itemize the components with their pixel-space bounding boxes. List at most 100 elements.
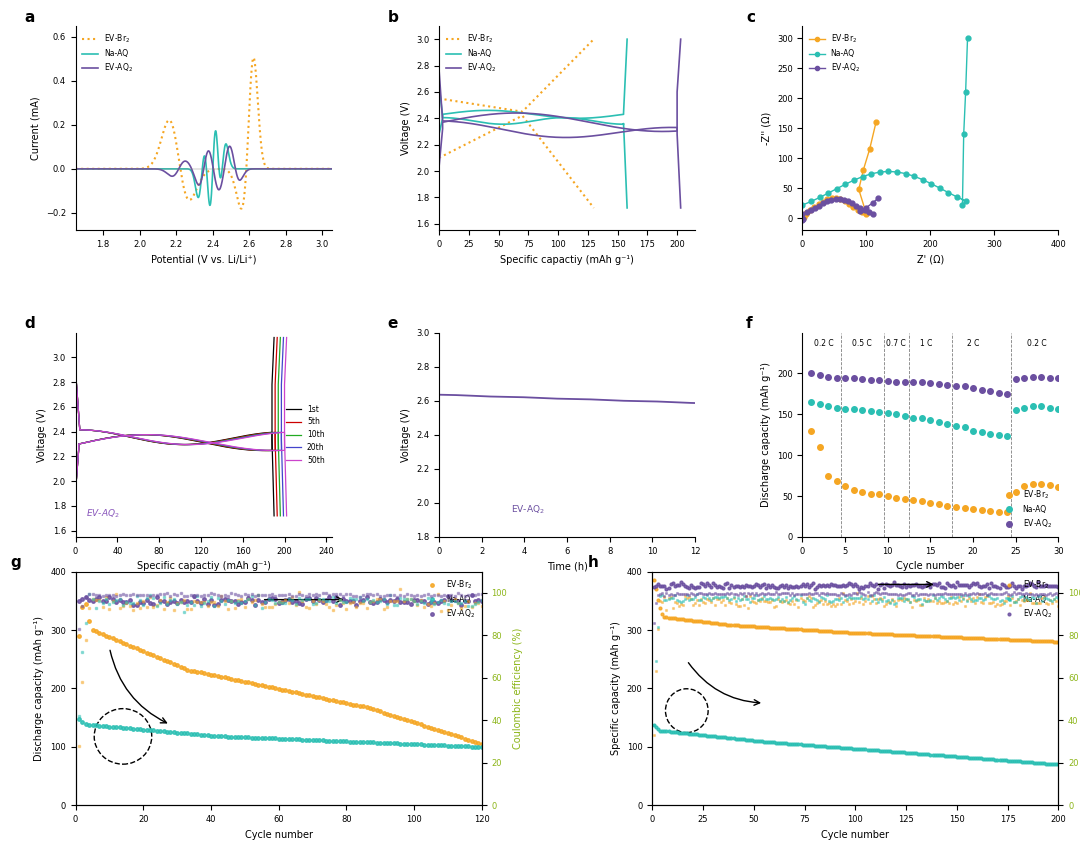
- EV-Br$_2$: [1001, 507, 1014, 518]
- EV-Br$_2$: [873, 489, 886, 500]
- 50th: [280, 511, 293, 521]
- Na-AQ: [1017, 757, 1030, 767]
- Na-AQ: [847, 404, 860, 415]
- Na-AQ: [864, 406, 877, 417]
- 50th: [219, 436, 232, 446]
- EV-AQ$_2$: [1001, 389, 1014, 399]
- EV-Br$_2$: [813, 442, 826, 452]
- Na-AQ: [1001, 430, 1014, 441]
- EV-AQ$_2$: [353, 596, 366, 606]
- 20th: [120, 430, 133, 441]
- Na-AQ: [805, 397, 818, 407]
- Line: EV-Br$_2$: EV-Br$_2$: [808, 428, 1062, 515]
- EV-AQ$_2$: [241, 165, 254, 176]
- Na-AQ: [203, 200, 216, 210]
- EV-AQ$_2$: [114, 164, 127, 174]
- EV-Br$_2$: [755, 622, 768, 632]
- Text: d: d: [25, 316, 36, 332]
- EV-Br$_2$: [1052, 637, 1065, 647]
- Na-AQ: [873, 407, 886, 417]
- EV-Br$_2$: [907, 495, 920, 506]
- EV-Br$_2$: [185, 666, 198, 676]
- Y-axis label: Current (mA): Current (mA): [30, 96, 40, 160]
- Text: 0.2 C: 0.2 C: [814, 339, 834, 348]
- Text: h: h: [588, 555, 598, 570]
- 10th: [274, 511, 287, 521]
- Na-AQ: [1026, 401, 1039, 411]
- EV-Br$_2$: [1010, 487, 1023, 497]
- Text: 0.7 C: 0.7 C: [887, 339, 906, 348]
- EV-AQ$_2$: [924, 378, 937, 389]
- EV-Br$_2$: [831, 476, 843, 487]
- EV-Br$_2$: [262, 164, 275, 174]
- Line: EV-AQ$_2$: EV-AQ$_2$: [653, 581, 1059, 591]
- 10th: [203, 438, 216, 449]
- EV-Br$_2$: [839, 481, 852, 491]
- Y-axis label: Discharge capacity (mAh g⁻¹): Discharge capacity (mAh g⁻¹): [35, 616, 44, 761]
- Line: Na-AQ: Na-AQ: [808, 399, 1062, 438]
- EV-Br$_2$: [241, 152, 254, 163]
- EV-Br$_2$: [672, 614, 685, 624]
- EV-AQ$_2$: [465, 590, 478, 600]
- EV-AQ$_2$: [757, 579, 770, 590]
- EV-Br$_2$: [864, 488, 877, 499]
- EV-Br$_2$: [984, 506, 997, 516]
- Y-axis label: Discharge capacity (mAh g⁻¹): Discharge capacity (mAh g⁻¹): [761, 362, 771, 507]
- Na-AQ: [325, 164, 338, 174]
- EV-AQ$_2$: [805, 368, 818, 378]
- EV-AQ$_2$: [185, 163, 198, 173]
- EV-Br$_2$: [881, 491, 894, 501]
- Text: e: e: [388, 316, 399, 332]
- Na-AQ: [967, 425, 980, 436]
- Line: Na-AQ: Na-AQ: [653, 723, 1059, 766]
- Text: g: g: [11, 555, 22, 570]
- Line: EV-Br$_2$: EV-Br$_2$: [76, 58, 332, 209]
- 1st: [138, 435, 151, 445]
- 1st: [211, 436, 224, 446]
- Na-AQ: [993, 430, 1005, 440]
- 10th: [69, 367, 82, 378]
- Legend: EV-Br$_2$, Na-AQ, EV-AQ$_2$: EV-Br$_2$, Na-AQ, EV-AQ$_2$: [80, 29, 136, 78]
- 20th: [271, 428, 284, 438]
- 20th: [205, 438, 218, 449]
- EV-AQ$_2$: [674, 577, 687, 587]
- Line: 5th: 5th: [76, 372, 278, 516]
- EV-Br$_2$: [1031, 636, 1044, 646]
- EV-AQ$_2$: [725, 579, 738, 590]
- 1st: [83, 425, 96, 436]
- X-axis label: Z' (Ω): Z' (Ω): [917, 255, 944, 265]
- EV-AQ$_2$: [664, 578, 677, 589]
- EV-Br$_2$: [353, 701, 366, 711]
- Na-AQ: [672, 727, 685, 738]
- EV-AQ$_2$: [881, 376, 894, 386]
- EV-Br$_2$: [664, 612, 677, 623]
- EV-Br$_2$: [949, 502, 962, 513]
- EV-Br$_2$: [967, 504, 980, 514]
- EV-Br$_2$: [847, 484, 860, 494]
- Na-AQ: [916, 413, 929, 423]
- Text: c: c: [746, 10, 755, 25]
- Y-axis label: -Z'' (Ω): -Z'' (Ω): [761, 112, 771, 145]
- 5th: [119, 430, 132, 441]
- EV-AQ$_2$: [941, 379, 954, 390]
- Na-AQ: [924, 415, 937, 425]
- Legend: EV-Br$_2$, Na-AQ, EV-AQ$_2$: EV-Br$_2$, Na-AQ, EV-AQ$_2$: [443, 29, 499, 78]
- Na-AQ: [723, 733, 735, 743]
- EV-AQ$_2$: [157, 596, 170, 606]
- Na-AQ: [932, 417, 945, 428]
- EV-AQ$_2$: [224, 141, 237, 152]
- 10th: [215, 436, 228, 446]
- 5th: [69, 367, 82, 378]
- Text: EV-AQ$_2$: EV-AQ$_2$: [511, 503, 544, 516]
- EV-Br$_2$: [1043, 481, 1056, 491]
- 20th: [69, 367, 82, 378]
- EV-AQ$_2$: [72, 596, 85, 606]
- EV-AQ$_2$: [1052, 373, 1065, 384]
- Line: Na-AQ: Na-AQ: [76, 131, 332, 205]
- Na-AQ: [262, 164, 275, 174]
- Na-AQ: [135, 164, 148, 174]
- EV-Br$_2$: [72, 630, 85, 641]
- EV-AQ$_2$: [213, 184, 226, 195]
- 50th: [143, 435, 156, 445]
- EV-Br$_2$: [220, 165, 233, 175]
